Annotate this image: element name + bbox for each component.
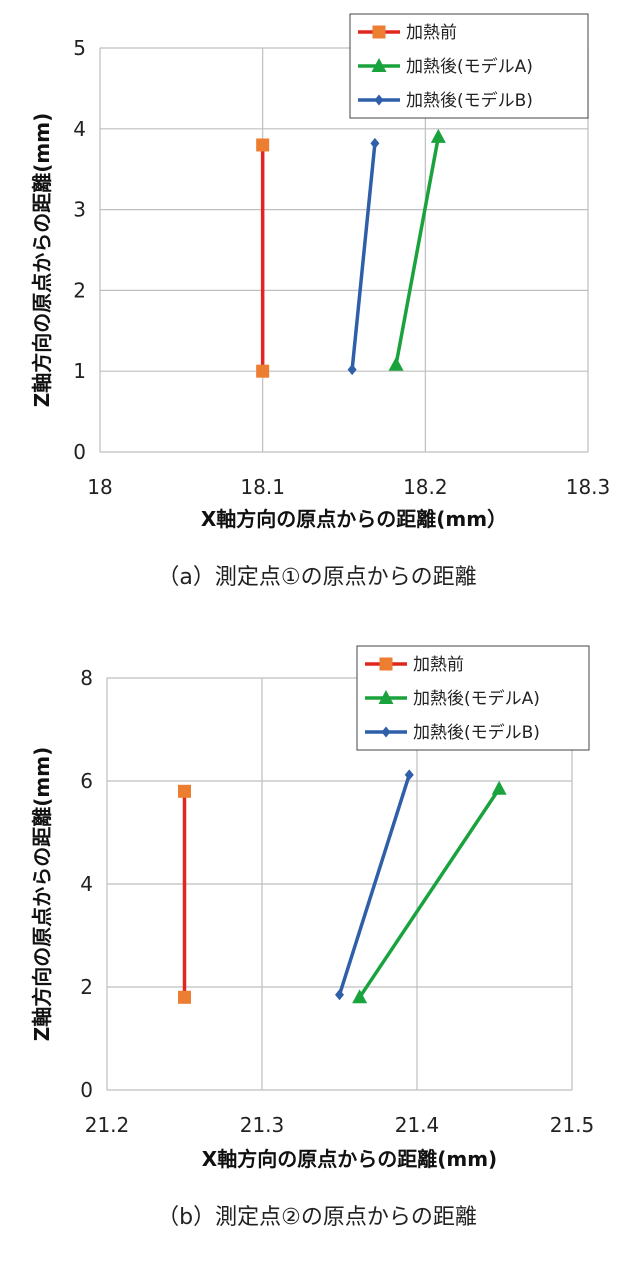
chart-b-legend-marker-3 xyxy=(381,726,391,738)
chart-a-x-ticks: 18 18.1 18.2 18.3 xyxy=(87,475,610,499)
chart-b-plot-area xyxy=(106,677,573,1091)
chart-b-y-tick-label: 0 xyxy=(80,1078,93,1102)
chart-a-series-2 xyxy=(388,128,446,371)
chart-a: 18 18.1 18.2 18.3 0 1 2 3 4 5 X軸方向の原点からの距離(mm） Z… xyxy=(30,13,610,590)
chart-b-legend-label-3: 加熱後(モデルB) xyxy=(413,722,540,743)
chart-a-caption: （a）測定点①の原点からの距離 xyxy=(157,565,476,590)
chart-b-x-tick-label: 21.2 xyxy=(85,1113,130,1137)
chart-b-series xyxy=(178,769,507,1004)
chart-b-series-1-point xyxy=(178,990,191,1004)
chart-b-x-ticks: 21.2 21.3 21.4 21.5 xyxy=(85,1113,595,1137)
chart-b-series-3 xyxy=(335,769,414,1001)
chart-a-series xyxy=(256,128,446,378)
chart-a-y-ticks: 0 1 2 3 4 5 xyxy=(73,36,86,464)
chart-b-legend-label-1: 加熱前 xyxy=(413,655,464,675)
chart-a-legend-label-1: 加熱前 xyxy=(406,23,457,43)
chart-b-series-2-point xyxy=(491,780,507,795)
chart-a-y-tick-label: 3 xyxy=(73,198,86,222)
chart-b-series-2 xyxy=(352,780,507,1004)
chart-b-x-axis-title: X軸方向の原点からの距離(mm) xyxy=(202,1147,497,1171)
chart-b-y-tick-label: 2 xyxy=(80,975,93,999)
chart-a-y-tick-label: 0 xyxy=(73,440,86,464)
chart-b-y-axis-title: Z軸方向の原点からの距離(mm) xyxy=(30,747,54,1041)
chart-a-plot-area xyxy=(99,47,589,453)
chart-b-y-ticks: 0 2 4 6 8 xyxy=(80,666,93,1102)
chart-a-x-tick-label: 18.2 xyxy=(403,475,448,499)
chart-a-series-3-point xyxy=(347,364,357,376)
chart-a-legend-marker-2 xyxy=(371,58,387,72)
chart-a-series-2-line xyxy=(394,136,441,366)
chart-b-series-2-point xyxy=(352,989,368,1004)
chart-a-y-tick-label: 2 xyxy=(73,278,86,302)
chart-a-series-2-point xyxy=(388,356,404,371)
chart-a-series-3-line xyxy=(350,143,377,370)
chart-b-legend-item-1: 加熱前 xyxy=(365,655,464,675)
chart-b-legend-marker-1 xyxy=(379,657,393,671)
chart-a-x-axis-title: X軸方向の原点からの距離(mm） xyxy=(201,507,507,531)
chart-a-y-tick-label: 1 xyxy=(73,359,86,383)
chart-a-legend-marker-1 xyxy=(372,25,386,39)
chart-a-y-axis-title: Z軸方向の原点からの距離(mm) xyxy=(30,113,54,407)
chart-a-y-tick-label: 4 xyxy=(73,117,86,141)
chart-b-legend-marker-2 xyxy=(378,690,394,704)
chart-b-series-1-point xyxy=(178,784,191,798)
chart-b-x-tick-label: 21.3 xyxy=(240,1113,285,1137)
chart-b-y-tick-label: 8 xyxy=(80,666,93,690)
chart-a-legend-marker-3 xyxy=(374,94,384,106)
chart-a-series-2-point xyxy=(430,128,446,143)
chart-b-legend-label-2: 加熱後(モデルA) xyxy=(413,688,540,709)
chart-a-x-tick-label: 18.1 xyxy=(240,475,285,499)
chart-b-y-tick-label: 4 xyxy=(80,872,93,896)
chart-a-legend-item-2: 加熱後(モデルA) xyxy=(358,56,533,77)
chart-b-legend-item-3: 加熱後(モデルB) xyxy=(365,722,540,743)
chart-a-series-1-point xyxy=(256,364,270,378)
chart-b-series-2-line xyxy=(358,787,501,999)
chart-a-legend-label-2: 加熱後(モデルA) xyxy=(406,56,533,77)
chart-a-legend-item-3: 加熱後(モデルB) xyxy=(358,90,533,111)
chart-a-y-tick-label: 5 xyxy=(73,36,86,60)
chart-b-x-tick-label: 21.4 xyxy=(395,1113,440,1137)
chart-a-series-1-point xyxy=(256,138,270,152)
chart-b-legend-item-2: 加熱後(モデルA) xyxy=(365,688,540,709)
chart-a-legend-item-1: 加熱前 xyxy=(358,23,457,43)
chart-a-x-tick-label: 18.3 xyxy=(566,475,611,499)
chart-a-series-3 xyxy=(347,137,380,376)
chart-b-series-1 xyxy=(178,784,191,1004)
chart-b-y-tick-label: 6 xyxy=(80,769,93,793)
chart-b-series-3-line xyxy=(337,774,411,996)
chart-b-series-3-point xyxy=(404,769,414,781)
chart-b-series-3-point xyxy=(335,989,344,1001)
chart-b-caption: （b）測定点②の原点からの距離 xyxy=(157,1205,477,1230)
chart-b-x-tick-label: 21.5 xyxy=(550,1113,595,1137)
chart-a-legend-label-3: 加熱後(モデルB) xyxy=(406,90,533,111)
chart-a-series-3-point xyxy=(370,137,380,149)
chart-a-x-tick-label: 18 xyxy=(87,475,112,499)
chart-a-series-1 xyxy=(256,138,270,378)
